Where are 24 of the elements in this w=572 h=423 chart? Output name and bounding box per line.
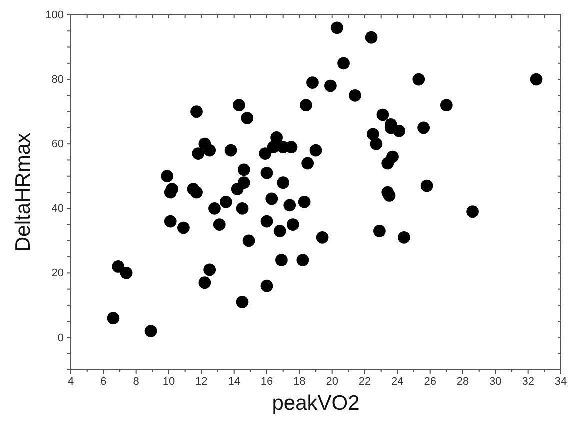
y-axis-title: DeltaHRmax (12, 132, 35, 252)
x-tick-label: 30 (490, 376, 502, 388)
x-tick-label: 22 (358, 376, 372, 388)
x-tick-label: 18 (294, 376, 306, 388)
x-tick-label: 6 (100, 376, 107, 388)
x-tick-label: 4 (68, 376, 74, 388)
x-tick-label: 32 (522, 376, 534, 388)
x-tick-label: 24 (392, 376, 404, 388)
x-axis-title: peakVO2 (272, 392, 360, 415)
y-tick-label: 100 (46, 10, 64, 22)
x-tick-label: 8 (133, 376, 140, 388)
x-tick-label: 10 (162, 376, 176, 388)
x-tick-label: 12 (196, 376, 208, 388)
x-tick-label: 26 (424, 376, 436, 388)
y-tick-label: 40 (52, 203, 64, 216)
y-tick-label: 60 (52, 138, 64, 151)
x-tick-label: 16 (260, 376, 274, 388)
x-tick-label: 20 (326, 376, 338, 388)
x-tick-label: 14 (228, 376, 240, 388)
y-tick-label: 0 (58, 332, 64, 344)
y-tick-label: 20 (52, 268, 64, 280)
x-tick-label: 34 (554, 376, 568, 388)
y-tick-label: 80 (52, 74, 64, 86)
x-tick-label: 28 (456, 376, 470, 388)
